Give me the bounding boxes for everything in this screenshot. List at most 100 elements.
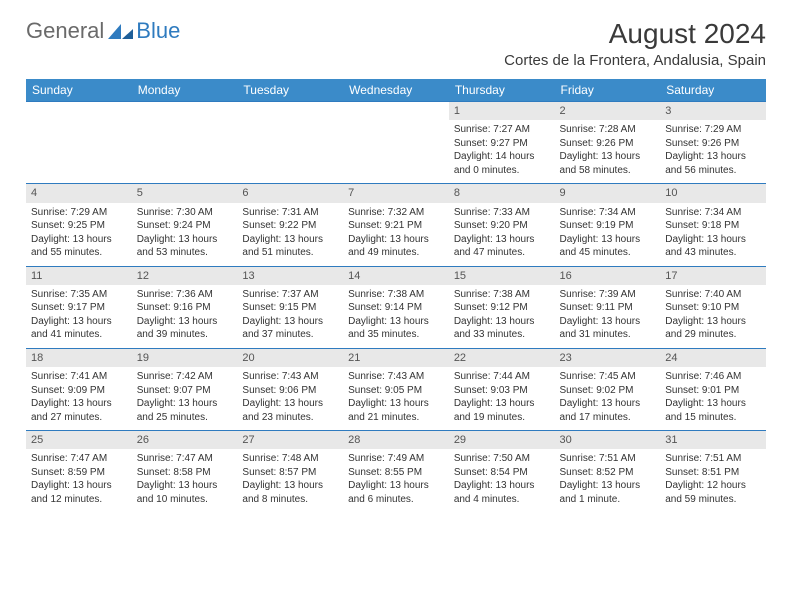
calendar-day-cell: 6Sunrise: 7:31 AMSunset: 9:22 PMDaylight… [237, 184, 343, 266]
day-number: 7 [343, 184, 449, 202]
daylight-text: Daylight: 13 hours and 31 minutes. [560, 315, 656, 342]
sunrise-text: Sunrise: 7:36 AM [137, 288, 233, 302]
calendar-day-cell: 23Sunrise: 7:45 AMSunset: 9:02 PMDayligh… [555, 348, 661, 430]
calendar-day-cell: 31Sunrise: 7:51 AMSunset: 8:51 PMDayligh… [660, 431, 766, 513]
sunrise-text: Sunrise: 7:33 AM [454, 206, 550, 220]
day-number: 5 [132, 184, 238, 202]
calendar-day-cell: 8Sunrise: 7:33 AMSunset: 9:20 PMDaylight… [449, 184, 555, 266]
sunset-text: Sunset: 9:26 PM [560, 137, 656, 151]
sunset-text: Sunset: 8:58 PM [137, 466, 233, 480]
brand-text-general: General [26, 18, 104, 44]
sunrise-text: Sunrise: 7:47 AM [137, 452, 233, 466]
day-body: Sunrise: 7:45 AMSunset: 9:02 PMDaylight:… [555, 367, 661, 430]
sunrise-text: Sunrise: 7:38 AM [454, 288, 550, 302]
sunset-text: Sunset: 9:24 PM [137, 219, 233, 233]
sunrise-text: Sunrise: 7:48 AM [242, 452, 338, 466]
calendar-day-cell: 17Sunrise: 7:40 AMSunset: 9:10 PMDayligh… [660, 266, 766, 348]
sunset-text: Sunset: 9:12 PM [454, 301, 550, 315]
daylight-text: Daylight: 13 hours and 58 minutes. [560, 150, 656, 177]
calendar-day-cell: 10Sunrise: 7:34 AMSunset: 9:18 PMDayligh… [660, 184, 766, 266]
daylight-text: Daylight: 13 hours and 49 minutes. [348, 233, 444, 260]
day-number: 3 [660, 102, 766, 120]
sunset-text: Sunset: 9:03 PM [454, 384, 550, 398]
brand-logo: General Blue [26, 18, 180, 44]
daylight-text: Daylight: 13 hours and 27 minutes. [31, 397, 127, 424]
daylight-text: Daylight: 13 hours and 51 minutes. [242, 233, 338, 260]
title-block: August 2024 Cortes de la Frontera, Andal… [504, 18, 766, 69]
day-body: Sunrise: 7:40 AMSunset: 9:10 PMDaylight:… [660, 285, 766, 348]
brand-sail-icon [108, 22, 134, 40]
calendar-day-cell [343, 102, 449, 184]
sunrise-text: Sunrise: 7:45 AM [560, 370, 656, 384]
calendar-day-cell: 12Sunrise: 7:36 AMSunset: 9:16 PMDayligh… [132, 266, 238, 348]
day-number: 30 [555, 431, 661, 449]
day-body: Sunrise: 7:34 AMSunset: 9:19 PMDaylight:… [555, 203, 661, 266]
calendar-day-cell: 13Sunrise: 7:37 AMSunset: 9:15 PMDayligh… [237, 266, 343, 348]
daylight-text: Daylight: 13 hours and 10 minutes. [137, 479, 233, 506]
day-number: 23 [555, 349, 661, 367]
day-number: 31 [660, 431, 766, 449]
day-number: 28 [343, 431, 449, 449]
sunrise-text: Sunrise: 7:30 AM [137, 206, 233, 220]
calendar-day-cell: 11Sunrise: 7:35 AMSunset: 9:17 PMDayligh… [26, 266, 132, 348]
day-number: 25 [26, 431, 132, 449]
weekday-header: Wednesday [343, 79, 449, 102]
day-body: Sunrise: 7:33 AMSunset: 9:20 PMDaylight:… [449, 203, 555, 266]
sunrise-text: Sunrise: 7:27 AM [454, 123, 550, 137]
calendar-day-cell: 29Sunrise: 7:50 AMSunset: 8:54 PMDayligh… [449, 431, 555, 513]
day-number: 9 [555, 184, 661, 202]
day-number: 4 [26, 184, 132, 202]
calendar-day-cell: 16Sunrise: 7:39 AMSunset: 9:11 PMDayligh… [555, 266, 661, 348]
sunrise-text: Sunrise: 7:42 AM [137, 370, 233, 384]
header: General Blue August 2024 Cortes de la Fr… [26, 18, 766, 69]
daylight-text: Daylight: 13 hours and 53 minutes. [137, 233, 233, 260]
sunset-text: Sunset: 8:59 PM [31, 466, 127, 480]
sunrise-text: Sunrise: 7:38 AM [348, 288, 444, 302]
daylight-text: Daylight: 13 hours and 39 minutes. [137, 315, 233, 342]
daylight-text: Daylight: 13 hours and 29 minutes. [665, 315, 761, 342]
sunrise-text: Sunrise: 7:47 AM [31, 452, 127, 466]
day-body: Sunrise: 7:51 AMSunset: 8:52 PMDaylight:… [555, 449, 661, 512]
sunrise-text: Sunrise: 7:51 AM [560, 452, 656, 466]
sunrise-text: Sunrise: 7:43 AM [348, 370, 444, 384]
day-body: Sunrise: 7:31 AMSunset: 9:22 PMDaylight:… [237, 203, 343, 266]
daylight-text: Daylight: 13 hours and 8 minutes. [242, 479, 338, 506]
brand-text-blue: Blue [136, 18, 180, 44]
day-body: Sunrise: 7:39 AMSunset: 9:11 PMDaylight:… [555, 285, 661, 348]
day-body: Sunrise: 7:28 AMSunset: 9:26 PMDaylight:… [555, 120, 661, 183]
sunset-text: Sunset: 9:02 PM [560, 384, 656, 398]
sunset-text: Sunset: 9:20 PM [454, 219, 550, 233]
sunset-text: Sunset: 9:25 PM [31, 219, 127, 233]
sunrise-text: Sunrise: 7:29 AM [665, 123, 761, 137]
day-body: Sunrise: 7:47 AMSunset: 8:59 PMDaylight:… [26, 449, 132, 512]
sunrise-text: Sunrise: 7:44 AM [454, 370, 550, 384]
weekday-header: Saturday [660, 79, 766, 102]
daylight-text: Daylight: 13 hours and 45 minutes. [560, 233, 656, 260]
daylight-text: Daylight: 13 hours and 33 minutes. [454, 315, 550, 342]
day-number: 22 [449, 349, 555, 367]
calendar-day-cell: 25Sunrise: 7:47 AMSunset: 8:59 PMDayligh… [26, 431, 132, 513]
day-number: 11 [26, 267, 132, 285]
sunrise-text: Sunrise: 7:43 AM [242, 370, 338, 384]
day-number: 13 [237, 267, 343, 285]
sunrise-text: Sunrise: 7:50 AM [454, 452, 550, 466]
day-number: 12 [132, 267, 238, 285]
sunset-text: Sunset: 9:14 PM [348, 301, 444, 315]
sunset-text: Sunset: 9:16 PM [137, 301, 233, 315]
sunset-text: Sunset: 8:52 PM [560, 466, 656, 480]
day-body: Sunrise: 7:36 AMSunset: 9:16 PMDaylight:… [132, 285, 238, 348]
calendar-day-cell: 15Sunrise: 7:38 AMSunset: 9:12 PMDayligh… [449, 266, 555, 348]
daylight-text: Daylight: 14 hours and 0 minutes. [454, 150, 550, 177]
sunset-text: Sunset: 9:26 PM [665, 137, 761, 151]
day-body: Sunrise: 7:29 AMSunset: 9:26 PMDaylight:… [660, 120, 766, 183]
day-number: 29 [449, 431, 555, 449]
daylight-text: Daylight: 13 hours and 56 minutes. [665, 150, 761, 177]
weekday-header: Friday [555, 79, 661, 102]
sunset-text: Sunset: 9:21 PM [348, 219, 444, 233]
daylight-text: Daylight: 13 hours and 15 minutes. [665, 397, 761, 424]
weekday-header: Monday [132, 79, 238, 102]
sunrise-text: Sunrise: 7:34 AM [665, 206, 761, 220]
day-body: Sunrise: 7:48 AMSunset: 8:57 PMDaylight:… [237, 449, 343, 512]
sunset-text: Sunset: 9:17 PM [31, 301, 127, 315]
sunrise-text: Sunrise: 7:28 AM [560, 123, 656, 137]
